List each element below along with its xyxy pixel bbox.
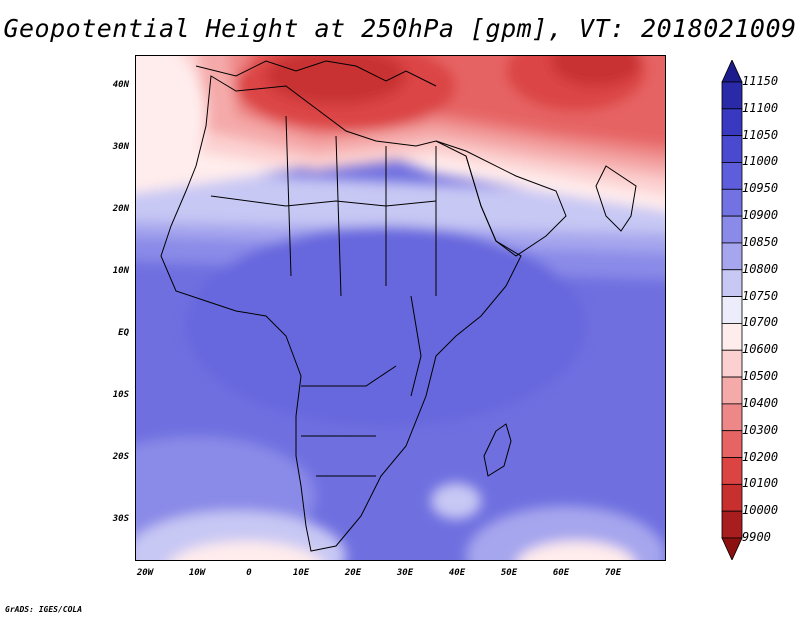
lon-label-60e: 60E — [552, 568, 570, 578]
legend-swatch — [721, 430, 743, 458]
indian-ocean-band — [466, 506, 665, 560]
central-african-ridge — [186, 226, 586, 426]
legend-swatch — [721, 162, 743, 190]
sahel-borders — [210, 195, 437, 207]
southern-europe-coast — [195, 60, 437, 87]
legend-level-label: 9900 — [742, 530, 771, 544]
south-atlantic-trough — [171, 541, 321, 560]
lon-label-0: 0 — [246, 568, 252, 578]
legend-swatch — [721, 510, 743, 539]
legend-level-label: 10100 — [742, 476, 779, 491]
atlantic-ridge-north — [136, 56, 206, 191]
madagascar-east-feature — [431, 483, 481, 519]
lat-label-30n: 30N — [112, 142, 129, 152]
legend-swatch — [721, 403, 743, 432]
coastlines — [160, 60, 637, 552]
legend-level-label: 10000 — [742, 503, 779, 518]
legend-level-label: 11000 — [742, 154, 779, 169]
legend-swatch — [721, 242, 743, 271]
height-field-map — [136, 56, 665, 560]
legend-level-label: 10900 — [742, 208, 779, 223]
map-plot-area — [135, 55, 666, 561]
color-legend: 11150 11100 11050 11000 10950 10900 10850 10800… — [720, 59, 800, 561]
legend-arrow-top — [721, 59, 743, 83]
legend-level-label: 10850 — [742, 234, 779, 249]
legend-level-label: 10950 — [742, 181, 779, 196]
lat-label-20s: 20S — [112, 452, 129, 462]
lat-label-40n: 40N — [112, 80, 129, 90]
legend-level-label: 10300 — [742, 422, 779, 437]
lon-label-10w: 10W — [188, 568, 206, 578]
legend-swatch — [721, 215, 743, 244]
legend-level-label: 10800 — [742, 261, 779, 276]
legend-level-label: 10600 — [742, 342, 779, 357]
legend-swatch — [721, 457, 743, 485]
indian-ocean-trough — [517, 541, 635, 560]
madagascar — [483, 423, 512, 477]
lon-label-20w: 20W — [136, 568, 154, 578]
legend-level-label: 10400 — [742, 395, 779, 410]
east-african-lakes — [410, 295, 422, 397]
legend-level-label: 11100 — [742, 100, 779, 115]
legend-swatch — [721, 269, 743, 297]
legend-swatch — [721, 376, 743, 405]
lon-label-40e: 40E — [448, 568, 466, 578]
lat-label-30s: 30S — [112, 514, 129, 524]
color-bar — [721, 59, 743, 561]
legend-level-label: 10700 — [742, 315, 779, 330]
map-title: Geopotential Height at 250hPa [gpm], VT:… — [3, 14, 797, 43]
contour-band-10750 — [136, 169, 665, 234]
africa-coastline — [160, 75, 522, 552]
lat-label-10n: 10N — [112, 266, 129, 276]
legend-swatch — [721, 349, 743, 378]
legend-swatch — [721, 483, 743, 512]
lat-label-eq: EQ — [118, 328, 129, 338]
legend-swatch — [721, 108, 743, 137]
legend-level-label: 10200 — [742, 449, 779, 464]
legend-swatch — [721, 188, 743, 217]
lon-label-50e: 50E — [500, 568, 518, 578]
lon-label-20e: 20E — [344, 568, 362, 578]
legend-swatch — [721, 323, 743, 351]
legend-level-label: 11150 — [742, 74, 779, 88]
legend-swatch — [721, 296, 743, 324]
lat-label-20n: 20N — [112, 204, 129, 214]
legend-level-label: 11050 — [742, 127, 779, 142]
southern-borders — [301, 365, 397, 477]
lon-label-70e: 70E — [604, 568, 622, 578]
legend-level-label: 10750 — [742, 288, 779, 303]
lat-label-10s: 10S — [112, 390, 129, 400]
meridional-borders — [285, 115, 437, 297]
arabian-peninsula — [435, 140, 567, 257]
legend-level-label: 10500 — [742, 369, 779, 384]
arabian-trough-core — [551, 56, 641, 86]
india-coast — [595, 165, 637, 232]
grads-credit: GrADS: IGES/COLA — [5, 605, 83, 614]
legend-arrow-bottom — [721, 537, 743, 561]
lon-label-10e: 10E — [292, 568, 310, 578]
lon-label-30e: 30E — [396, 568, 414, 578]
legend-swatch — [721, 135, 743, 163]
legend-swatch — [721, 81, 743, 110]
mediterranean-trough-core — [266, 56, 406, 104]
